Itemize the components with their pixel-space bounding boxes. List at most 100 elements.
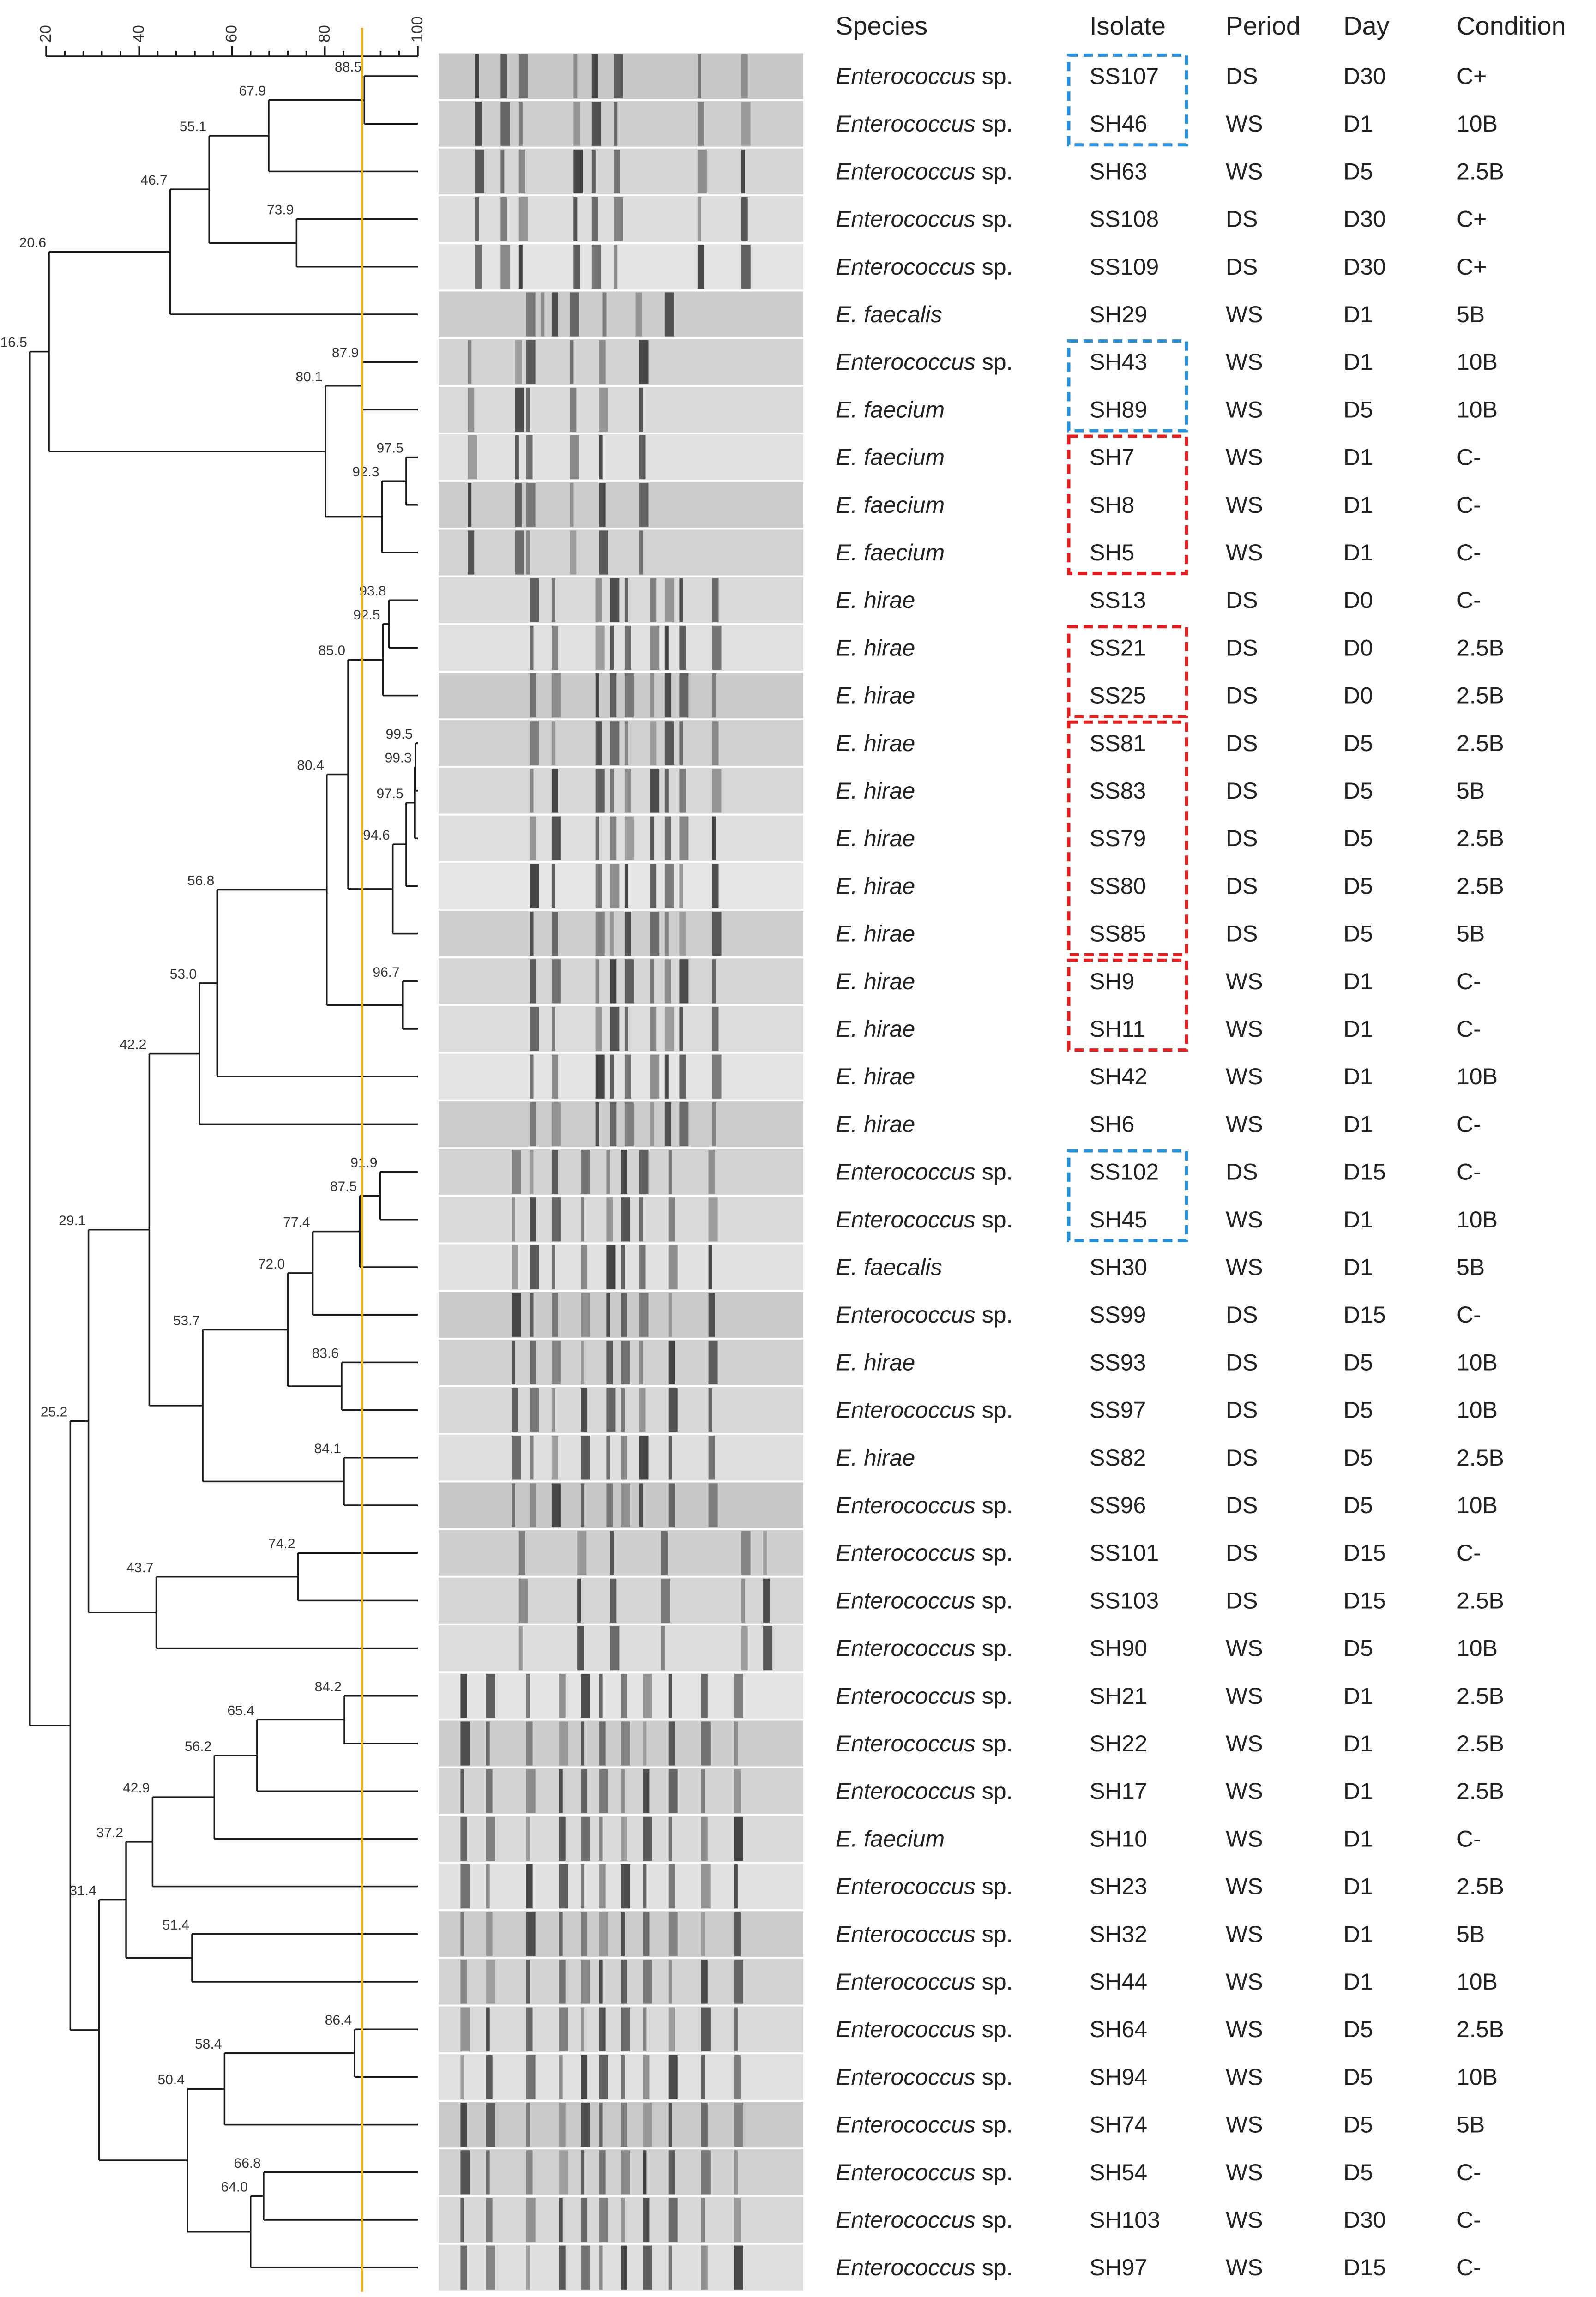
species-cell: Enterococcus sp. bbox=[836, 2255, 1013, 2280]
node-similarity-label: 86.4 bbox=[325, 2013, 352, 2028]
species-cell: E. hirae bbox=[836, 587, 915, 613]
gel-lane bbox=[439, 958, 803, 1004]
day-cell: D5 bbox=[1343, 2016, 1373, 2042]
condition-cell: 2.5B bbox=[1457, 2016, 1504, 2042]
gel-band bbox=[639, 1483, 643, 1527]
species-cell: E. hirae bbox=[836, 968, 915, 994]
gel-band bbox=[639, 1340, 643, 1384]
period-cell: DS bbox=[1226, 1397, 1258, 1423]
gel-band bbox=[595, 1054, 605, 1099]
gel-band bbox=[621, 1436, 627, 1480]
gel-band bbox=[712, 721, 719, 765]
gel-band bbox=[606, 1436, 610, 1480]
condition-cell: 2.5B bbox=[1457, 1731, 1504, 1756]
gel-band bbox=[668, 2055, 678, 2099]
gel-band bbox=[734, 1674, 743, 1718]
node-similarity-label: 87.5 bbox=[330, 1179, 357, 1194]
gel-band bbox=[559, 1960, 566, 2004]
condition-cell: 5B bbox=[1457, 921, 1485, 947]
gel-band bbox=[526, 2055, 536, 2099]
gel-band bbox=[668, 1388, 678, 1432]
gel-band bbox=[559, 1864, 568, 1909]
gel-band bbox=[697, 102, 704, 146]
gel-band bbox=[591, 245, 601, 289]
gel-band bbox=[526, 2007, 533, 2051]
gel-band bbox=[664, 1054, 669, 1099]
table-row: Enterococcus sp. SH45 WS D1 10B bbox=[836, 1207, 1498, 1233]
gel-band bbox=[551, 673, 561, 718]
gel-band bbox=[595, 816, 599, 860]
species-name: E. hirae bbox=[836, 968, 915, 994]
condition-cell: C- bbox=[1457, 2159, 1481, 2185]
gel-band bbox=[599, 435, 603, 480]
scale-tick-label: 40 bbox=[130, 25, 147, 42]
species-cell: E. hirae bbox=[836, 683, 915, 709]
gel-band bbox=[599, 2150, 606, 2195]
gel-band bbox=[643, 2245, 652, 2290]
gel-band bbox=[643, 2055, 650, 2099]
species-cell: Enterococcus sp. bbox=[836, 63, 1013, 89]
gel-band bbox=[570, 340, 574, 384]
species-cell: Enterococcus sp. bbox=[836, 1921, 1013, 1947]
gel-band bbox=[624, 578, 628, 622]
gel-lane bbox=[439, 911, 803, 957]
isolate-cell: SH63 bbox=[1090, 158, 1147, 184]
species-suffix: sp. bbox=[976, 2207, 1013, 2233]
red-dashed-box bbox=[1067, 434, 1188, 576]
species-cell: E. faecium bbox=[836, 540, 945, 565]
gel-band bbox=[599, 2103, 603, 2147]
gel-band bbox=[610, 769, 614, 813]
isolate-cell: SH10 bbox=[1090, 1826, 1147, 1852]
gel-band bbox=[650, 625, 660, 670]
table-row: Enterococcus sp. SS102 DS D15 C- bbox=[836, 1159, 1481, 1185]
node-similarity-label: 77.4 bbox=[283, 1215, 310, 1230]
day-cell: D0 bbox=[1343, 587, 1373, 613]
gel-band bbox=[486, 2007, 490, 2051]
gel-band bbox=[570, 387, 577, 432]
gel-band bbox=[639, 435, 646, 480]
species-cell: Enterococcus sp. bbox=[836, 1969, 1013, 1995]
gel-band bbox=[701, 2198, 705, 2242]
condition-cell: 2.5B bbox=[1457, 825, 1504, 851]
day-cell: D1 bbox=[1343, 301, 1373, 327]
gel-band bbox=[595, 673, 599, 718]
gel-band bbox=[468, 387, 475, 432]
gel-band bbox=[701, 2245, 708, 2290]
gel-band bbox=[643, 1721, 647, 1766]
day-cell: D5 bbox=[1343, 158, 1373, 184]
condition-cell: C+ bbox=[1457, 254, 1487, 280]
isolate-cell: SH103 bbox=[1090, 2207, 1160, 2233]
gel-band bbox=[668, 1769, 678, 1813]
gel-lane bbox=[439, 768, 803, 814]
node-similarity-label: 92.5 bbox=[353, 607, 380, 623]
gel-band bbox=[573, 149, 583, 193]
species-cell: E. hirae bbox=[836, 730, 915, 756]
condition-cell: 2.5B bbox=[1457, 1778, 1504, 1804]
isolate-cell: SH22 bbox=[1090, 1731, 1147, 1756]
period-cell: WS bbox=[1226, 301, 1263, 327]
gel-band bbox=[734, 2150, 738, 2195]
species-name: Enterococcus bbox=[836, 158, 976, 184]
period-cell: DS bbox=[1226, 1492, 1258, 1518]
species-cell: E. faecium bbox=[836, 397, 945, 422]
isolate-cell: SH45 bbox=[1090, 1207, 1147, 1233]
gel-band bbox=[679, 578, 683, 622]
gel-band bbox=[606, 1150, 610, 1194]
gel-band bbox=[712, 959, 716, 1004]
day-cell: D1 bbox=[1343, 1683, 1373, 1709]
gel-band bbox=[599, 1674, 603, 1718]
gel-band bbox=[643, 1912, 650, 1956]
gel-band bbox=[595, 625, 605, 670]
gel-band bbox=[526, 1816, 530, 1861]
gel-band bbox=[701, 2007, 711, 2051]
gel-band bbox=[559, 2150, 568, 2195]
species-cell: E. hirae bbox=[836, 1349, 915, 1375]
node-similarity-label: 83.6 bbox=[312, 1346, 339, 1361]
species-name: Enterococcus bbox=[836, 1683, 976, 1709]
condition-cell: 2.5B bbox=[1457, 730, 1504, 756]
condition-cell: 10B bbox=[1457, 1397, 1498, 1423]
condition-cell: C- bbox=[1457, 587, 1481, 613]
species-name: Enterococcus bbox=[836, 1778, 976, 1804]
gel-band bbox=[701, 1864, 711, 1909]
gel-band bbox=[595, 912, 605, 956]
